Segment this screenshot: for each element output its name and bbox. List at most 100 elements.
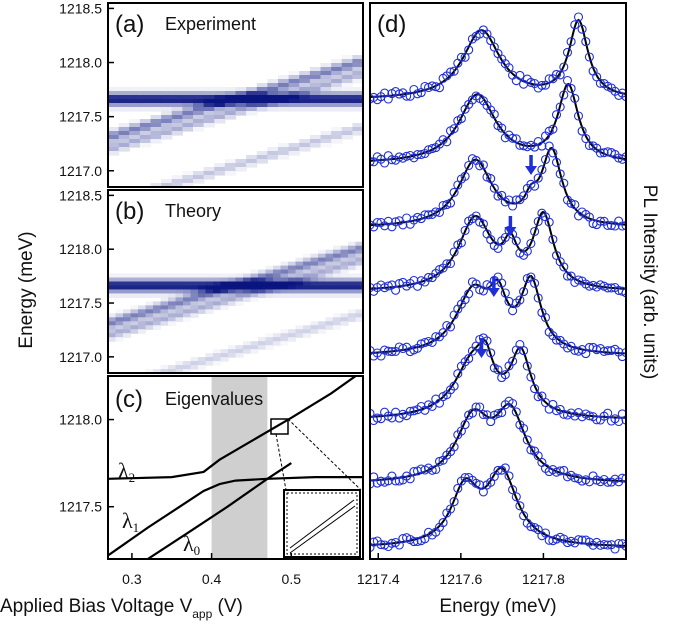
heatmap-cell: [108, 103, 120, 108]
heatmap-cell: [129, 95, 141, 100]
heatmap-cell: [130, 321, 139, 326]
heatmap-cell: [118, 87, 130, 92]
data-point: [562, 75, 573, 86]
heatmap-cell: [341, 131, 353, 136]
heatmap-cell: [267, 83, 279, 88]
heatmap-cell: [310, 285, 319, 291]
heatmap-cell: [175, 361, 184, 366]
panel-b-y-axis: 1218.5 1218.0 1217.5 1217.0: [59, 187, 114, 365]
heatmap-cell: [129, 119, 141, 124]
heatmap-cell: [320, 131, 332, 136]
heatmap-cell: [224, 87, 237, 92]
heatmap-cell: [123, 293, 132, 299]
heatmap-cell: [168, 277, 177, 283]
heatmap-cell: [256, 91, 268, 96]
data-point: [449, 187, 459, 197]
heatmap-cell: [130, 273, 139, 279]
heatmap-cell: [182, 95, 194, 100]
heatmap-cell: [145, 285, 154, 291]
heatmap-cell: [175, 313, 184, 318]
heatmap-cell: [348, 261, 357, 267]
heatmap-cell: [331, 91, 343, 96]
heatmap-cell: [246, 159, 258, 164]
x-axis-label-voltage: Applied Bias Voltage Vapp (V): [0, 596, 243, 621]
heatmap-cell: [348, 257, 357, 263]
data-point: [449, 497, 459, 507]
heatmap-cell: [320, 135, 332, 140]
heatmap-cell: [160, 313, 169, 318]
heatmap-cell: [278, 103, 290, 108]
heatmap-cell: [309, 67, 322, 72]
heatmap-cell: [243, 349, 252, 354]
heatmap-cell: [250, 341, 259, 346]
heatmap-cell: [182, 171, 194, 176]
heatmap-cell: [138, 325, 147, 330]
heatmap-cell: [108, 91, 120, 96]
data-point: [573, 111, 584, 121]
heatmap-cell: [265, 293, 274, 299]
heatmap-cell: [153, 301, 162, 306]
panel-b-title: Theory: [165, 201, 221, 221]
heatmap-cell: [145, 293, 154, 299]
heatmap-cell: [340, 265, 349, 271]
data-point: [427, 144, 437, 154]
heatmap-cell: [352, 55, 363, 60]
heatmap-cell: [256, 107, 268, 112]
heatmap-cell: [138, 305, 147, 310]
heatmap-cell: [235, 163, 247, 168]
heatmap-cell: [139, 131, 152, 136]
heatmap-cell: [171, 103, 183, 108]
data-point: [409, 537, 419, 547]
heatmap-cell: [295, 261, 304, 267]
data-point: [577, 126, 587, 136]
data-point: [522, 246, 532, 256]
data-point: [493, 243, 503, 253]
heatmap-cell: [325, 277, 334, 283]
heatmap-cell: [150, 135, 162, 140]
heatmap-cell: [171, 175, 183, 180]
heatmap-cell: [214, 111, 226, 116]
heatmap-cell: [303, 333, 312, 338]
heatmap-cell: [280, 289, 289, 295]
heatmap-cell: [273, 265, 282, 271]
data-point: [540, 154, 551, 165]
data-point: [515, 501, 525, 511]
data-point: [500, 463, 510, 473]
data-point: [559, 90, 569, 100]
heatmap-cell: [108, 127, 120, 132]
heatmap-cell: [168, 317, 177, 322]
heatmap-cell: [171, 183, 183, 187]
heatmap-cell: [288, 79, 300, 84]
heatmap-cell: [182, 87, 194, 92]
heatmap-cell: [325, 249, 334, 255]
heatmap-cell: [220, 277, 229, 283]
data-point: [376, 476, 386, 486]
heatmap-cell: [145, 369, 154, 373]
data-point: [508, 398, 518, 409]
heatmap-cell: [190, 305, 199, 310]
heatmap-cell: [183, 365, 192, 370]
heatmap-cell: [341, 87, 353, 92]
heatmap-cell: [153, 273, 162, 279]
heatmap-cell: [235, 281, 244, 287]
heatmap-cell: [280, 269, 289, 275]
heatmap-cell: [228, 345, 237, 350]
heatmap-cell: [213, 349, 222, 354]
data-point: [456, 52, 466, 62]
eigenvalue-line: [147, 462, 292, 559]
heatmap-cell: [295, 257, 304, 263]
data-point: [383, 281, 393, 291]
heatmap-cell: [129, 103, 141, 108]
heatmap-cell: [318, 269, 327, 275]
heatmap-cell: [183, 301, 192, 306]
heatmap-cell: [108, 131, 120, 136]
y-tick-label: 1218.5: [59, 187, 102, 203]
heatmap-cell: [183, 317, 192, 322]
heatmap-cell: [246, 111, 258, 116]
heatmap-cell: [203, 115, 215, 120]
heatmap-cell: [171, 131, 183, 136]
heatmap-cell: [138, 293, 147, 299]
heatmap-cell: [214, 163, 226, 168]
data-point: [595, 148, 605, 158]
heatmap-cell: [214, 99, 226, 104]
